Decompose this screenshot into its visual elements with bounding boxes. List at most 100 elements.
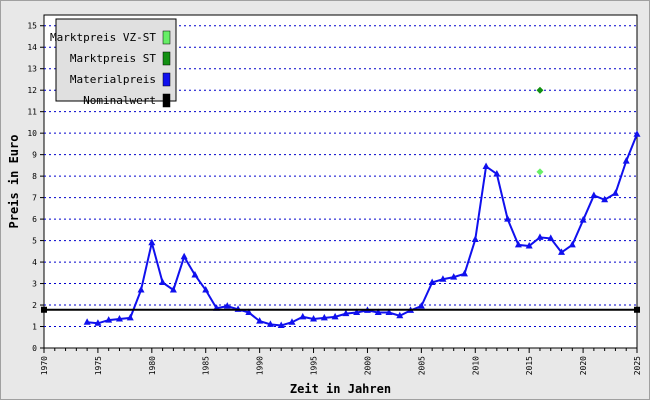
- data-point: [417, 302, 425, 309]
- data-point: [105, 316, 113, 323]
- data-point: [277, 321, 285, 328]
- data-point: [590, 191, 598, 198]
- x-tick-label: 1975: [94, 356, 103, 375]
- data-point: [471, 235, 479, 243]
- y-axis-title: Preis in Euro: [7, 135, 21, 229]
- data-point: [514, 240, 522, 248]
- x-tick-label: 2025: [633, 356, 642, 375]
- data-point: [579, 216, 587, 223]
- series-materialpreis: [83, 130, 641, 328]
- series-marktpreis-st: [536, 86, 544, 94]
- data-point: [536, 168, 544, 176]
- y-tick-label: 15: [27, 22, 37, 31]
- data-point: [191, 270, 199, 278]
- y-tick-label: 11: [27, 108, 37, 117]
- data-point: [601, 195, 609, 203]
- data-point: [374, 308, 382, 316]
- data-point: [536, 233, 544, 240]
- data-point: [525, 241, 533, 249]
- y-tick-label: 12: [27, 86, 37, 95]
- data-point: [439, 275, 447, 282]
- legend-label: Nominalwert: [83, 94, 156, 107]
- series-line: [87, 133, 638, 327]
- data-point: [331, 312, 339, 320]
- x-tick-label: 2015: [525, 356, 534, 375]
- data-point: [547, 234, 555, 241]
- y-tick-label: 6: [32, 215, 37, 224]
- y-tick-label: 8: [32, 172, 37, 181]
- data-point: [633, 130, 641, 137]
- x-tick-label: 1985: [202, 356, 211, 375]
- data-point: [159, 278, 167, 285]
- legend-box: [55, 18, 177, 102]
- data-point: [611, 189, 619, 196]
- data-point: [622, 157, 630, 164]
- y-tick-label: 10: [27, 129, 37, 138]
- series-layer: [41, 86, 641, 328]
- data-point: [180, 252, 188, 260]
- data-point: [558, 248, 566, 255]
- series-marktpreis-vz-st: [536, 168, 544, 176]
- data-point: [342, 309, 350, 317]
- data-point: [148, 238, 156, 246]
- data-point: [288, 318, 296, 325]
- data-point: [450, 273, 458, 280]
- data-point: [460, 269, 468, 277]
- data-point: [493, 169, 501, 177]
- data-point: [428, 278, 436, 285]
- data-point: [536, 86, 544, 94]
- legend-swatch: [162, 30, 171, 45]
- x-tick-label: 2010: [471, 356, 480, 375]
- data-point: [94, 319, 102, 326]
- y-tick-label: 3: [32, 280, 37, 289]
- data-point: [202, 285, 210, 293]
- x-axis-title: Zeit in Jahren: [290, 382, 391, 396]
- x-tick-label: 2005: [417, 356, 426, 375]
- legend-swatch: [162, 93, 171, 108]
- data-point: [126, 313, 134, 321]
- y-tick-label: 13: [27, 65, 37, 74]
- y-tick-label: 14: [27, 43, 37, 52]
- data-point: [83, 318, 91, 325]
- data-point: [385, 308, 393, 316]
- x-tick-label: 1980: [148, 356, 157, 375]
- data-point: [256, 317, 264, 324]
- data-point: [266, 320, 274, 327]
- y-tick-label: 2: [32, 301, 37, 310]
- data-point: [310, 314, 318, 322]
- data-point: [353, 308, 361, 316]
- data-point: [634, 306, 640, 313]
- legend-label: Marktpreis VZ-ST: [50, 31, 156, 44]
- data-point: [245, 308, 253, 316]
- y-tick-label: 4: [32, 258, 37, 267]
- data-point: [504, 215, 512, 222]
- legend: Marktpreis VZ-ST Marktpreis ST Materialpre…: [50, 18, 177, 108]
- data-point: [299, 312, 307, 320]
- data-point: [137, 285, 145, 293]
- data-point: [223, 302, 231, 309]
- data-point: [115, 314, 123, 322]
- x-tick-label: 2000: [363, 356, 372, 375]
- legend-label: Marktpreis ST: [70, 52, 156, 65]
- gridlines: [44, 25, 637, 328]
- y-tick-label: 5: [32, 237, 37, 246]
- data-point: [41, 306, 47, 313]
- x-tick-label: 1990: [256, 356, 265, 375]
- y-tick-label: 1: [32, 323, 37, 332]
- data-point: [568, 240, 576, 248]
- data-point: [482, 162, 490, 169]
- data-point: [169, 285, 177, 293]
- legend-label: Materialpreis: [70, 73, 156, 86]
- y-tick-label: 9: [32, 151, 37, 160]
- y-tick-label: 7: [32, 194, 37, 203]
- legend-swatch: [162, 51, 171, 66]
- x-tick-label: 1995: [310, 356, 319, 375]
- series-nominalwert: [41, 306, 640, 313]
- x-tick-label: 2020: [579, 356, 588, 375]
- legend-swatch: [162, 72, 171, 87]
- y-tick-label: 0: [32, 344, 37, 353]
- x-tick-label: 1970: [40, 356, 49, 375]
